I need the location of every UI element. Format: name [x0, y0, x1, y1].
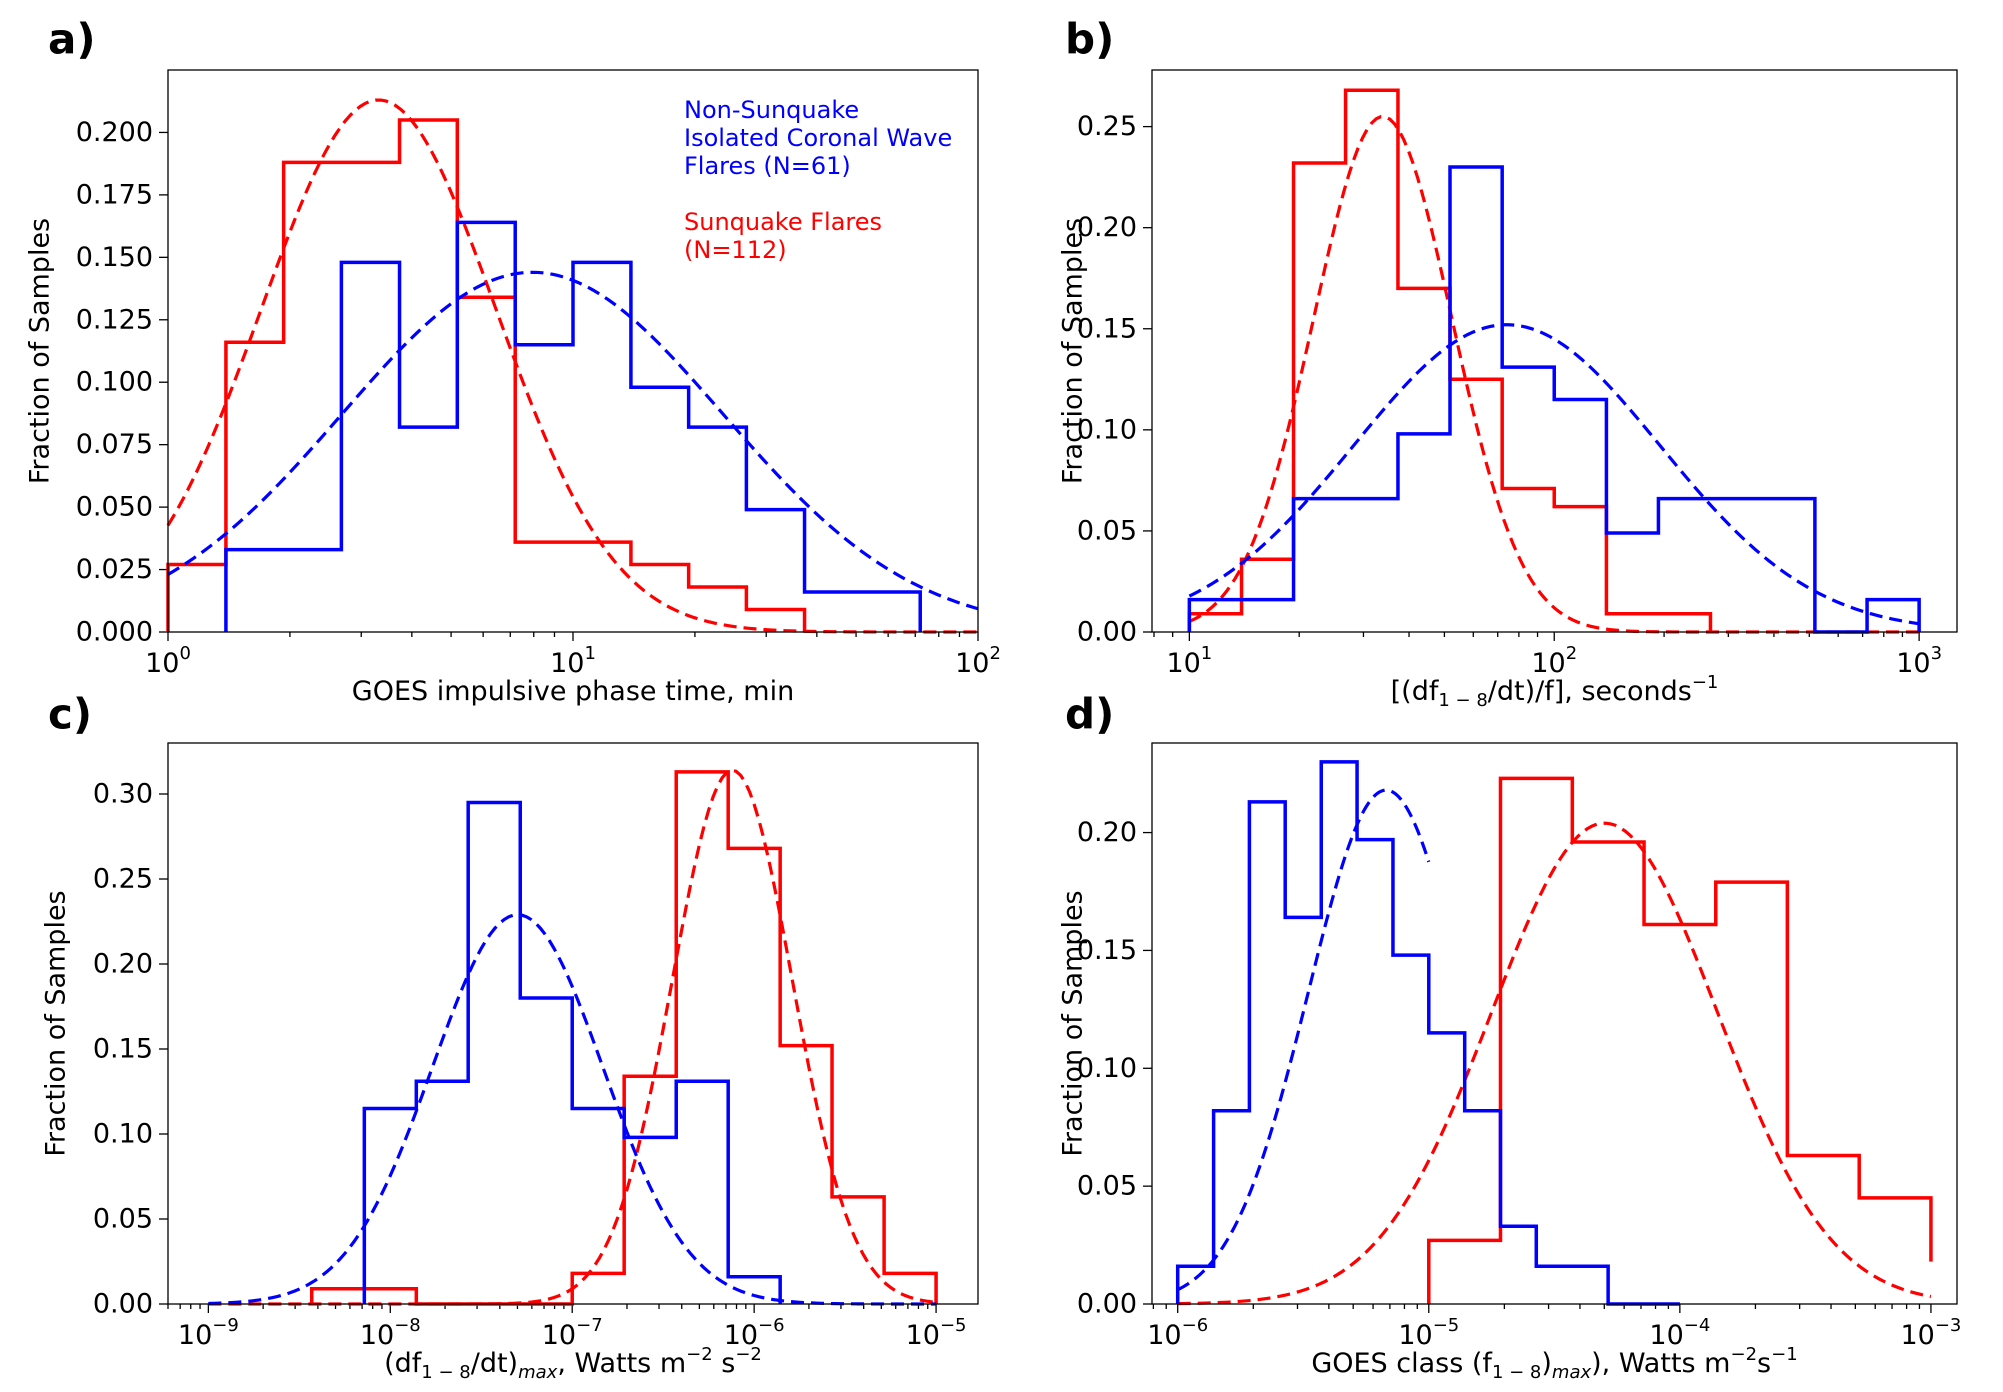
y-axis-title: Fraction of Samples [1058, 890, 1089, 1156]
y-tick-label: 0.00 [93, 1289, 153, 1320]
y-tick-label: 0.05 [1077, 515, 1137, 546]
x-axis-title: [(df1 − 8/dt)/f], seconds−1 [1391, 672, 1719, 711]
y-tick-label: 0.00 [1077, 1289, 1137, 1320]
panel-label-b: b) [1065, 15, 1114, 64]
plot-frame [167, 69, 979, 633]
x-tick-label: 10−7 [542, 1315, 603, 1351]
y-tick-label: 0.15 [1077, 313, 1137, 344]
x-tick-label: 10−6 [724, 1315, 785, 1351]
histogram-sunquake [1187, 88, 1713, 632]
y-axis-title: Fraction of Samples [1058, 218, 1089, 484]
x-tick-label: 102 [1531, 643, 1577, 679]
y-tick-label: 0.25 [93, 864, 153, 895]
x-axis-title: (df1 − 8/dt)max, Watts m−2 s−2 [384, 1344, 762, 1383]
fit-curve-sunquake [1177, 821, 1932, 1306]
histogram-sunquake [166, 118, 807, 632]
x-axis-title: GOES impulsive phase time, min [352, 676, 794, 707]
y-tick-label: 0.20 [93, 949, 153, 980]
y-tick-label: 0.10 [1077, 414, 1137, 445]
panel-label-c: c) [48, 690, 92, 739]
plot-frame [167, 742, 979, 1305]
y-tick-label: 0.050 [76, 492, 153, 523]
fit-curve-nonsunquake [1176, 788, 1431, 1292]
legend-nonsunquake-line: Flares (N=61) [684, 152, 851, 180]
y-tick-label: 0.150 [76, 242, 153, 273]
y-tick-label: 0.05 [1077, 1171, 1137, 1202]
x-tick-label: 10−6 [1147, 1315, 1208, 1351]
y-tick-label: 0.100 [76, 367, 153, 398]
fit-curve-nonsunquake [1188, 323, 1920, 626]
x-tick-label: 102 [955, 643, 1001, 679]
y-tick-label: 0.30 [93, 779, 153, 810]
histogram-nonsunquake [1175, 760, 1680, 1306]
x-tick-label: 10−8 [360, 1315, 421, 1351]
y-tick-label: 0.15 [1077, 935, 1137, 966]
panel-d: d) 10−6 10−5 10−4 10−3 0.00 0.05 0.10 0.15 0.20 Fr… [1058, 690, 1962, 1384]
panel-b: b) 101 102 103 0.00 0.05 0.10 0.15 0.20 0.25 Fract… [1058, 15, 1958, 711]
y-tick-label: 0.000 [76, 617, 153, 648]
x-tick-label: 101 [550, 643, 596, 679]
y-tick-label: 0.05 [93, 1204, 153, 1235]
histogram-nonsunquake [1187, 165, 1921, 634]
histogram-sunquake [309, 770, 938, 1306]
y-tick-label: 0.075 [76, 429, 153, 460]
y-tick-label: 0.10 [1077, 1053, 1137, 1084]
y-tick-label: 0.00 [1077, 617, 1137, 648]
panel-a: a) 100 101 102 0.000 0.025 0.050 0.075 0.100 0.12… [25, 15, 1001, 708]
plot-frame [1151, 742, 1958, 1305]
histogram-sunquake [1427, 776, 1933, 1304]
panel-label-d: d) [1065, 690, 1114, 739]
x-tick-label: 103 [1896, 643, 1942, 679]
legend-nonsunquake-line: Isolated Coronal Wave [684, 124, 952, 152]
y-tick-label: 0.200 [76, 117, 153, 148]
y-tick-label: 0.025 [76, 554, 153, 585]
y-tick-label: 0.125 [76, 304, 153, 335]
y-tick-label: 0.15 [93, 1034, 153, 1065]
x-tick-label: 100 [145, 643, 191, 679]
x-tick-label: 10−9 [178, 1315, 239, 1351]
y-tick-label: 0.20 [1077, 817, 1137, 848]
legend-nonsunquake-line: Non-Sunquake [684, 96, 859, 124]
histogram-nonsunquake [362, 800, 782, 1304]
x-tick-label: 10−4 [1649, 1315, 1710, 1351]
plot-frame [1151, 69, 1958, 633]
x-axis-title: GOES class (f1 − 8)max), Watts m−2s−1 [1311, 1344, 1797, 1383]
panel-c: c) 10−9 10−8 10−7 10−6 10−5 0.00 0.05 0.10 0.15 0.… [41, 690, 979, 1383]
legend-sunquake-line: Sunquake Flares [684, 208, 882, 236]
x-tick-label: 10−3 [1900, 1315, 1961, 1351]
panel-label-a: a) [48, 15, 96, 64]
x-tick-label: 10−5 [1398, 1315, 1459, 1351]
y-tick-label: 0.25 [1077, 111, 1137, 142]
x-tick-label: 101 [1166, 643, 1212, 679]
legend-sunquake-line: (N=112) [684, 236, 787, 264]
y-tick-label: 0.20 [1077, 212, 1137, 243]
y-tick-label: 0.10 [93, 1119, 153, 1150]
fit-curve-nonsunquake [208, 913, 937, 1306]
y-axis-title: Fraction of Samples [25, 218, 56, 484]
x-tick-label: 10−5 [906, 1315, 967, 1351]
y-axis-title: Fraction of Samples [41, 890, 72, 1156]
y-tick-label: 0.175 [76, 179, 153, 210]
histogram-nonsunquake [224, 220, 922, 632]
fit-curve-sunquake [166, 98, 978, 634]
